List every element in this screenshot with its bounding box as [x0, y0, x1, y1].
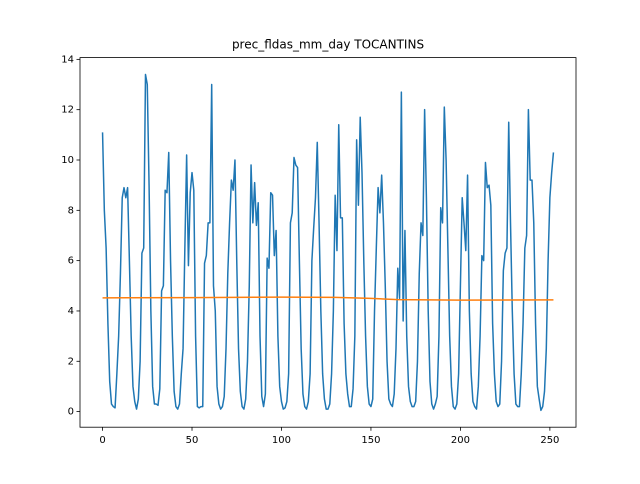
x-tick-label: 100: [272, 435, 291, 446]
chart-title: prec_fldas_mm_day TOCANTINS: [232, 38, 424, 52]
y-tick-label: 2: [68, 356, 74, 367]
y-tick-label: 0: [68, 407, 74, 418]
plot-frame: [79, 57, 577, 428]
x-tick-label: 0: [99, 435, 105, 446]
y-tick-label: 4: [68, 306, 74, 317]
y-tick-label: 12: [61, 105, 74, 116]
x-tick-label: 200: [451, 435, 470, 446]
y-tick-label: 8: [68, 205, 74, 216]
y-tick-label: 10: [61, 155, 74, 166]
x-tick-label: 150: [361, 435, 380, 446]
y-tick-label: 6: [68, 256, 74, 267]
x-tick-label: 50: [186, 435, 199, 446]
data-line: [102, 296, 554, 301]
data-line: [101, 73, 555, 412]
y-tick-label: 14: [61, 54, 74, 65]
x-tick-label: 250: [540, 435, 559, 446]
